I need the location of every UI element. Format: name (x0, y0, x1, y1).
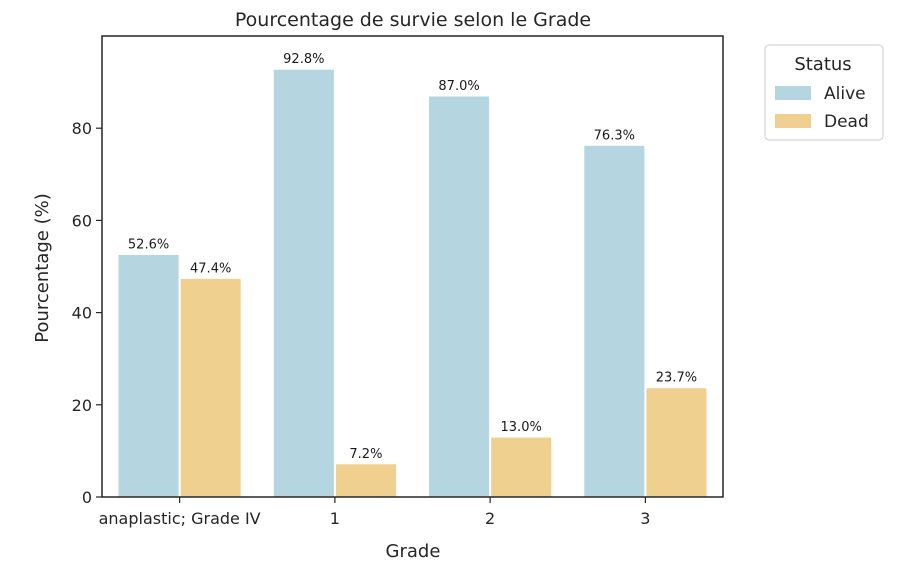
data-label-alive-0: 52.6% (128, 238, 169, 253)
data-label-alive-1: 92.8% (283, 52, 324, 67)
legend-swatch-dead (775, 114, 811, 128)
legend-label-dead: Dead (824, 112, 869, 132)
chart-title: Pourcentage de survie selon le Grade (235, 9, 591, 31)
legend-title: Status (794, 54, 851, 75)
data-label-alive-3: 76.3% (594, 128, 635, 143)
legend-swatch-alive (775, 86, 811, 100)
x-axis-label: Grade (386, 541, 441, 562)
x-tick-label-3: 3 (640, 509, 650, 528)
y-tick-label-1: 20 (72, 396, 92, 415)
plot-area: 52.6% 92.8% 87.0% 76.3% 47.4% 7.2% 13.0% 23.7% 0… (72, 35, 724, 528)
x-tick-label-2: 2 (485, 509, 495, 528)
y-tick-label-4: 80 (72, 119, 92, 138)
y-axis-label: Pourcentage (%) (32, 193, 53, 342)
bar-alive-2 (428, 95, 491, 498)
legend: Status Alive Dead (764, 44, 884, 141)
y-tick-label-0: 0 (82, 488, 92, 507)
data-label-dead-0: 47.4% (190, 261, 231, 276)
bar-dead-1 (334, 463, 397, 498)
data-label-dead-3: 23.7% (656, 371, 697, 386)
y-tick-label-3: 60 (72, 211, 92, 230)
bar-dead-3 (645, 387, 708, 498)
data-label-dead-2: 13.0% (501, 420, 542, 435)
bar-alive-0 (117, 254, 180, 498)
bar-dead-2 (490, 436, 553, 498)
legend-label-alive: Alive (824, 84, 866, 104)
bar-dead-0 (179, 277, 242, 498)
x-tick-label-1: 1 (330, 509, 340, 528)
bar-alive-1 (272, 68, 335, 498)
data-label-dead-1: 7.2% (349, 447, 382, 462)
bar-alive-3 (583, 144, 646, 498)
axes-frame (101, 35, 724, 498)
x-tick-label-0: anaplastic; Grade IV (99, 509, 261, 528)
data-label-alive-2: 87.0% (438, 79, 479, 94)
y-tick-label-2: 40 (72, 304, 92, 323)
